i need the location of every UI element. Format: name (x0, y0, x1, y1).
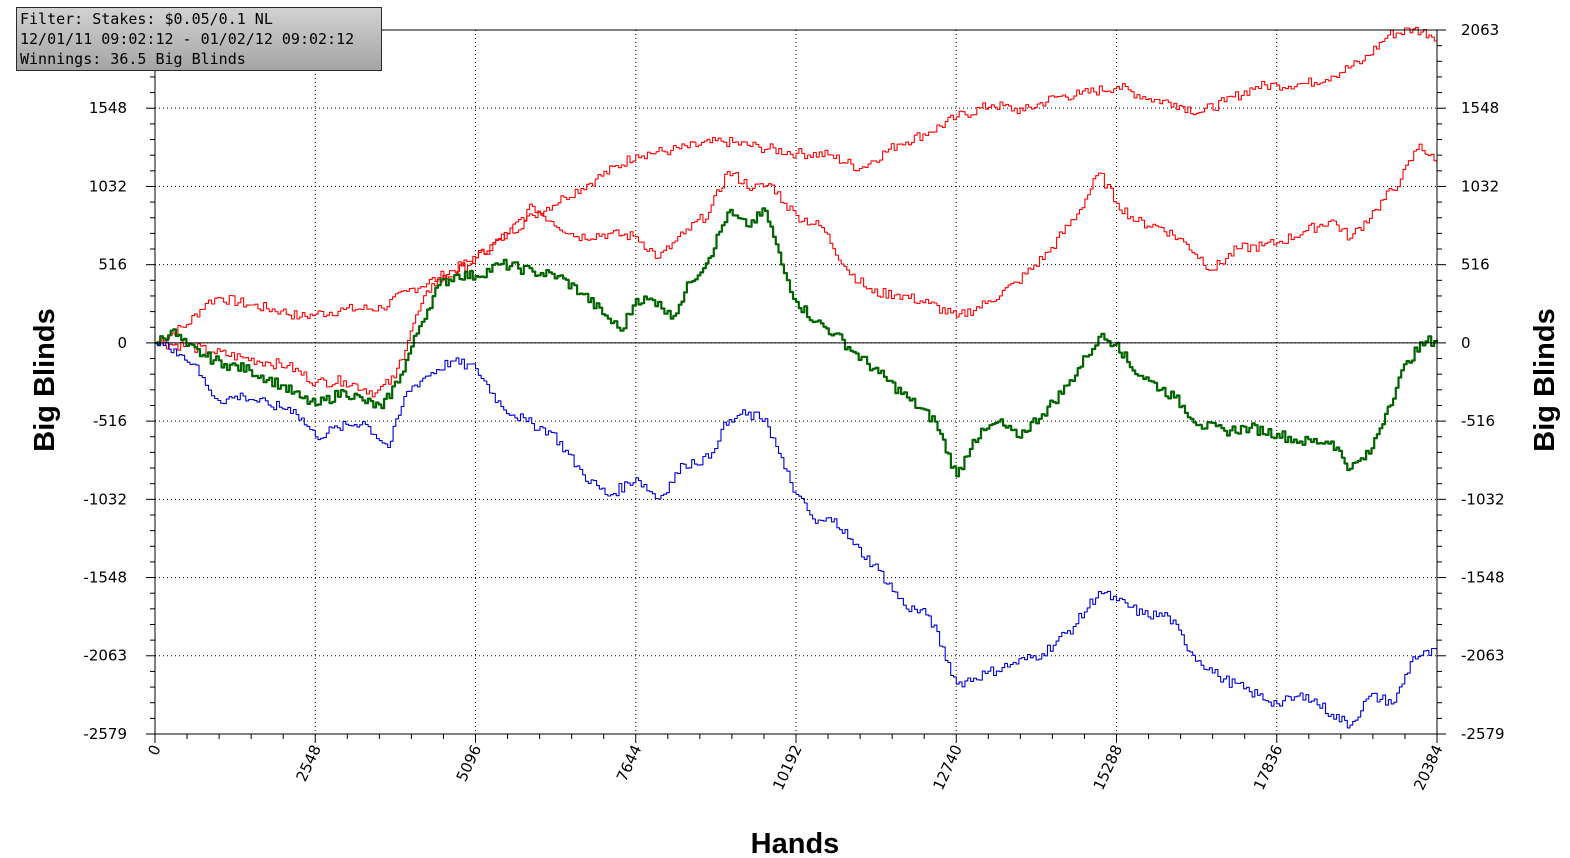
series-line-4 (155, 341, 1438, 729)
series-line-1 (155, 26, 1438, 344)
series-group (155, 26, 1439, 729)
series-line-3 (155, 207, 1439, 478)
x-tick-label: 20384 (1410, 742, 1446, 793)
x-tick-label: 2548 (292, 742, 324, 784)
x-tick-label: 12740 (929, 742, 965, 793)
y-tick-label-left: 1548 (89, 99, 127, 117)
y-axis-title-left: Big Blinds (29, 308, 61, 451)
y-tick-label-right: 1032 (1461, 177, 1499, 195)
y-tick-label-right: 1548 (1461, 99, 1499, 117)
x-tick-label: 7644 (613, 742, 645, 784)
date-range-label: 12/01/11 09:02:12 - 01/02/12 09:02:12 (20, 30, 355, 48)
y-tick-label-left: 1032 (89, 177, 127, 195)
x-tick-label: 15288 (1090, 742, 1126, 793)
y-tick-label-right: -1548 (1461, 569, 1505, 587)
filter-info-box: Filter: Stakes: $0.05/0.1 NL 12/01/11 09… (16, 7, 382, 71)
y-tick-label-right: 516 (1461, 256, 1490, 274)
winnings-label: Winnings: 36.5 Big Blinds (20, 50, 246, 68)
y-tick-label-left: -1032 (83, 490, 127, 508)
x-axis: 0 2548 5096 7644 10192 12740 15288 17836 20384 (144, 734, 1447, 793)
y-tick-label-left: -2063 (83, 647, 127, 665)
y-tick-label-left: 516 (98, 256, 127, 274)
y-tick-label-right: -516 (1461, 412, 1495, 430)
x-axis-title: Hands (751, 828, 840, 858)
y-axis-right: 2063 1548 1032 516 0 -516 -1032 -1548 -2063 -2579 (1437, 21, 1505, 743)
y-tick-label-right: 2063 (1461, 21, 1499, 39)
x-tick-label: 10192 (769, 742, 805, 793)
x-tick-label: 17836 (1250, 742, 1286, 793)
x-tick-label: 0 (144, 742, 164, 758)
series-line-2 (155, 143, 1438, 398)
y-tick-label-left: 0 (117, 334, 127, 352)
y-tick-label-right: -2579 (1461, 725, 1505, 743)
y-tick-label-right: -2063 (1461, 647, 1505, 665)
y-axis-title-right: Big Blinds (1529, 308, 1561, 451)
y-tick-label-right: -1032 (1461, 490, 1505, 508)
x-tick-label: 5096 (453, 742, 485, 784)
y-tick-label-left: -2579 (83, 725, 127, 743)
y-tick-label-right: 0 (1461, 334, 1471, 352)
filter-label: Filter: Stakes: $0.05/0.1 NL (20, 10, 273, 28)
y-tick-label-left: -1548 (83, 569, 127, 587)
y-tick-label-left: -516 (93, 412, 127, 430)
grid (154, 29, 1438, 735)
